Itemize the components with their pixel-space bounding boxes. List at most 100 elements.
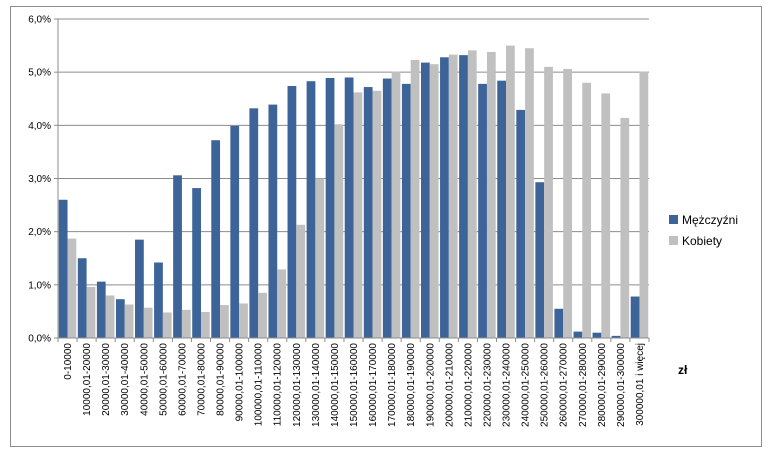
y-tick-label: 5,0% <box>28 68 51 79</box>
bar-men <box>287 85 297 339</box>
bar-women <box>486 51 496 339</box>
bar-men <box>77 258 87 338</box>
bar-women <box>429 64 439 339</box>
bar-women <box>86 286 96 338</box>
bar-men <box>611 335 621 338</box>
bar-women <box>220 305 229 338</box>
bar-women <box>315 178 325 338</box>
bar-men <box>249 108 259 338</box>
y-axis-tick-labels: 0,0% 1,0% 2,0% 3,0% 4,0% 5,0% 6,0% <box>28 15 51 345</box>
legend-label-women: Kobiety <box>682 234 722 248</box>
bar-men <box>535 182 545 338</box>
legend-swatch-women <box>669 236 678 245</box>
y-tick-label: 0,0% <box>28 334 51 345</box>
bar-men <box>96 281 106 338</box>
bar-women <box>162 312 172 338</box>
bar-men <box>135 239 144 338</box>
x-tick-label: 250000,01-260000 <box>540 343 551 427</box>
x-tick-label: 20000,01-30000 <box>101 343 112 416</box>
x-tick-label: 160000,01-170000 <box>368 343 379 427</box>
bar-men <box>115 299 125 338</box>
x-axis-tick-labels: 0-10000 10000,01-20000 20000,01-30000 30000… <box>63 343 646 427</box>
bar-men <box>344 77 354 338</box>
bars <box>58 45 649 339</box>
x-tick-label: 150000,01-160000 <box>349 343 360 427</box>
bar-women <box>372 90 382 339</box>
y-tick-label: 6,0% <box>28 15 51 26</box>
x-tick-label: 230000,01-240000 <box>502 343 513 427</box>
legend-label-men: Mężczyźni <box>682 213 738 227</box>
bar-men <box>401 83 411 338</box>
bar-men <box>363 87 373 338</box>
bar-women <box>467 50 477 338</box>
bar-men <box>478 83 487 338</box>
bar-women <box>67 238 77 338</box>
x-tick-label: 170000,01-180000 <box>387 343 398 427</box>
bar-women <box>334 124 344 339</box>
x-tick-label: 30000,01-40000 <box>120 343 131 416</box>
bar-women <box>448 54 458 338</box>
bar-men <box>58 199 68 338</box>
x-tick-label: 180000,01-190000 <box>406 343 417 427</box>
bar-women <box>582 82 592 338</box>
x-tick-label: 260000,01-270000 <box>559 343 570 427</box>
bar-men <box>382 78 392 339</box>
bar-women <box>296 224 306 338</box>
x-tick-label: 80000,01-90000 <box>216 343 227 416</box>
x-tick-label: 210000,01-220000 <box>463 343 474 427</box>
x-tick-label: 200000,01-210000 <box>444 343 455 427</box>
x-tick-label: 220000,01-230000 <box>482 343 493 427</box>
bar-men <box>554 308 564 338</box>
bar-chart: 0,0% 1,0% 2,0% 3,0% 4,0% 5,0% 6,0% 0-10000 1000… <box>28 15 738 427</box>
x-tick-label: 280000,01-290000 <box>597 343 608 427</box>
x-tick-label: 120000,01-130000 <box>292 343 303 427</box>
x-tick-label: 190000,01-200000 <box>425 343 436 427</box>
bar-women <box>391 71 401 338</box>
bar-women <box>239 303 248 338</box>
bar-women <box>620 117 630 338</box>
x-tick-label: 290000,01-300000 <box>616 343 627 427</box>
bar-men <box>173 175 182 338</box>
bar-men <box>420 62 430 338</box>
bar-women <box>506 45 515 338</box>
bar-women <box>544 66 553 338</box>
bar-men <box>497 80 507 338</box>
bar-women <box>639 71 649 338</box>
legend-swatch-men <box>669 215 678 224</box>
bar-men <box>306 81 316 338</box>
bar-women <box>143 307 153 338</box>
bar-men <box>192 188 201 338</box>
bar-men <box>268 104 278 339</box>
bar-men <box>211 140 221 338</box>
chart-frame: 0,0% 1,0% 2,0% 3,0% 4,0% 5,0% 6,0% 0-10000 1000… <box>10 6 762 447</box>
bar-women <box>410 59 420 339</box>
bar-women <box>200 311 210 338</box>
bar-men <box>592 332 602 338</box>
y-tick-label: 1,0% <box>28 280 51 291</box>
x-tick-label: 10000,01-20000 <box>82 343 93 416</box>
x-axis-unit-label: zł <box>678 363 688 377</box>
bar-women <box>353 92 363 339</box>
bar-men <box>573 331 583 338</box>
bar-men <box>325 78 335 338</box>
bar-women <box>105 295 115 338</box>
x-tick-label: 60000,01-70000 <box>177 343 188 416</box>
bar-women <box>181 309 191 338</box>
y-tick-label: 2,0% <box>28 227 51 238</box>
x-tick-label: 240000,01-250000 <box>521 343 532 427</box>
x-tick-label: 130000,01-140000 <box>311 343 322 427</box>
x-tick-label: 70000,01-80000 <box>196 343 207 416</box>
bar-men <box>230 125 240 339</box>
bar-women <box>258 292 267 338</box>
x-tick-label: 300000,01 i więcej <box>635 343 646 426</box>
x-tick-label: 270000,01-280000 <box>578 343 589 427</box>
bar-men <box>154 262 163 338</box>
bar-women <box>124 304 134 338</box>
x-tick-label: 40000,01-50000 <box>139 343 150 416</box>
bar-men <box>516 109 526 338</box>
x-tick-label: 0-10000 <box>63 343 74 380</box>
x-tick-label: 90000,01-100000 <box>235 343 246 422</box>
bar-men <box>440 57 449 338</box>
axes <box>57 19 650 342</box>
y-tick-label: 4,0% <box>28 121 51 132</box>
